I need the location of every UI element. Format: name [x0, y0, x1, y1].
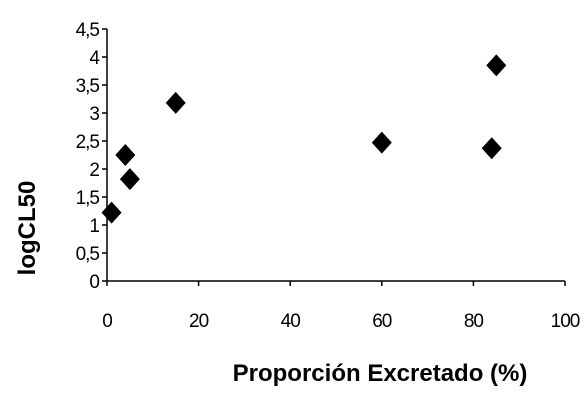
data-points — [101, 54, 507, 224]
x-tick-label: 100 — [551, 311, 580, 332]
y-tick-label: 2 — [89, 160, 99, 181]
data-point-diamond — [115, 144, 136, 166]
y-tick-label: 1,5 — [76, 188, 100, 209]
data-point-diamond — [119, 168, 140, 191]
data-point-diamond — [486, 54, 507, 77]
y-tick-label: 4,5 — [76, 20, 100, 41]
data-point-diamond — [481, 137, 502, 160]
y-tick-label: 3,5 — [76, 76, 100, 97]
x-axis: 0 20 40 60 80 100 — [102, 280, 581, 332]
data-point-diamond — [371, 131, 392, 154]
x-tick-label: 40 — [281, 311, 301, 332]
x-tick-label: 60 — [372, 311, 392, 332]
y-tick-label: 1 — [89, 216, 99, 237]
y-tick-label: 0 — [89, 272, 99, 293]
y-axis: 0 0,5 1 1,5 2 2,5 3 3,5 4 4,5 — [76, 20, 108, 293]
y-tick-label: 4 — [89, 48, 100, 69]
y-tick-label: 0,5 — [76, 244, 100, 265]
x-tick-label: 80 — [464, 311, 484, 332]
x-axis-title: Proporción Excretado (%) — [233, 360, 528, 387]
y-tick-label: 2,5 — [76, 132, 100, 153]
data-point-diamond — [101, 201, 122, 224]
y-axis-title: logCL50 — [14, 181, 41, 276]
y-tick-label: 3 — [89, 104, 99, 125]
x-tick-label: 0 — [102, 311, 112, 332]
x-tick-label: 20 — [189, 311, 209, 332]
data-point-diamond — [165, 91, 186, 114]
